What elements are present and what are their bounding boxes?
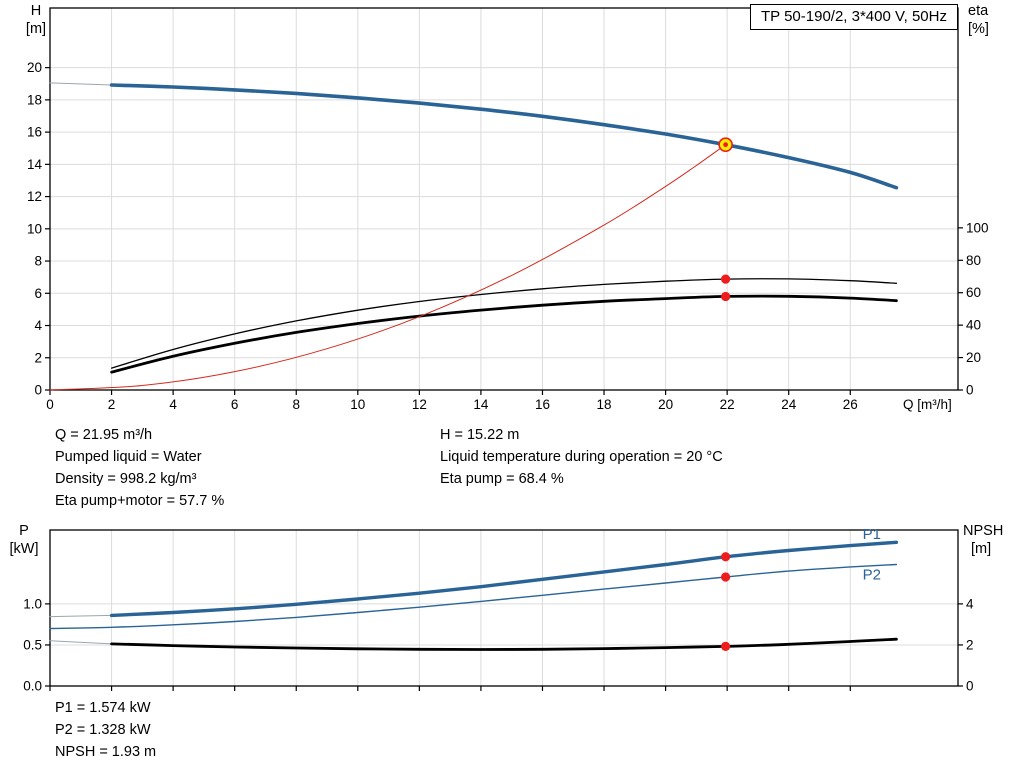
x-tick-label: 24 bbox=[781, 397, 797, 412]
y-left-tick-label: 0.0 bbox=[23, 679, 42, 694]
npsh-duty-dot bbox=[721, 641, 731, 651]
p1-lead-in bbox=[49, 614, 113, 618]
y-left-tick-label: 0 bbox=[34, 383, 42, 398]
x-tick-label: 26 bbox=[843, 397, 858, 412]
x-tick-label: 18 bbox=[597, 397, 612, 412]
info-p1: P1 = 1.574 kW bbox=[55, 700, 151, 716]
eta-pump-curve bbox=[110, 278, 898, 369]
x-tick-label: 4 bbox=[169, 397, 177, 412]
info-p2: P2 = 1.328 kW bbox=[55, 722, 151, 738]
x-axis-title: Q [m³/h] bbox=[903, 397, 952, 412]
y-right-tick-label: 4 bbox=[966, 596, 974, 611]
npsh-axis-unit: [m] bbox=[971, 541, 992, 557]
duty-info-right: H = 15.22 m Liquid temperature during op… bbox=[440, 424, 723, 490]
info-density: Density = 998.2 kg/m³ bbox=[55, 471, 197, 487]
p1-curve bbox=[109, 540, 899, 618]
y-left-tick-label: 10 bbox=[27, 221, 42, 236]
system-curve bbox=[49, 144, 727, 391]
y-left-tick-label: 12 bbox=[27, 189, 42, 204]
y-left-tick-label: 0.5 bbox=[23, 637, 42, 652]
p-axis-label: P [kW] bbox=[2, 522, 46, 558]
info-head: H = 15.22 m bbox=[440, 427, 520, 443]
y-right-tick-label: 40 bbox=[966, 318, 981, 333]
power-info: P1 = 1.574 kW P2 = 1.328 kW NPSH = 1.93 … bbox=[55, 697, 156, 763]
y-left-tick-label: 16 bbox=[27, 125, 42, 140]
pump-curve-lead-in bbox=[49, 82, 113, 86]
eta-pump-motor-curve bbox=[110, 294, 898, 374]
info-flow: Q = 21.95 m³/h bbox=[55, 427, 153, 443]
h-axis-unit: [m] bbox=[25, 21, 47, 37]
x-tick-label: 2 bbox=[108, 397, 116, 412]
y-right-tick-label: 20 bbox=[966, 350, 981, 365]
curve-label-p2: P2 bbox=[863, 566, 881, 583]
y-right-tick-label: 0 bbox=[966, 679, 974, 694]
y-right-tick-label: 60 bbox=[966, 285, 981, 300]
y-left-tick-label: 2 bbox=[34, 350, 42, 365]
x-tick-label: 0 bbox=[46, 397, 54, 412]
info-eta-pump: Eta pump = 68.4 % bbox=[440, 471, 564, 487]
x-tick-label: 16 bbox=[535, 397, 550, 412]
x-tick-label: 12 bbox=[412, 397, 427, 412]
npsh-axis-label: NPSH [m] bbox=[963, 522, 1003, 558]
head-capacity-chart: 0 2 4 6 8 10 12 14 16 18 20 22 24 26 Q [m³/h]024681012… bbox=[27, 7, 989, 412]
plot-border bbox=[49, 7, 959, 391]
p2-duty-dot bbox=[721, 572, 731, 582]
y-left-tick-label: 8 bbox=[34, 254, 42, 269]
duty-info-left: Q = 21.95 m³/h Pumped liquid = Water Den… bbox=[55, 424, 224, 512]
h-axis-label: H [m] bbox=[14, 2, 58, 38]
x-tick-label: 10 bbox=[350, 397, 365, 412]
p1-duty-dot bbox=[721, 552, 731, 562]
x-tick-label: 6 bbox=[231, 397, 239, 412]
p-axis-unit: [kW] bbox=[9, 541, 39, 557]
y-left-tick-label: 14 bbox=[27, 157, 43, 172]
npsh-curve bbox=[110, 637, 898, 651]
p-axis-name: P bbox=[19, 523, 29, 539]
eta-axis-label: eta [%] bbox=[968, 2, 989, 38]
y-right-tick-label: 0 bbox=[966, 383, 974, 398]
power-npsh-chart: 0.0 0.5 1.0 0 2 4 P1 P2 bbox=[23, 526, 974, 694]
eta-axis-name: eta bbox=[968, 3, 989, 19]
curve-label-p1: P1 bbox=[863, 526, 881, 543]
y-left-tick-label: 4 bbox=[34, 318, 42, 333]
x-tick-label: 8 bbox=[292, 397, 300, 412]
pump-curve-H bbox=[109, 83, 899, 190]
duty-point-marker-center bbox=[723, 142, 729, 148]
y-right-tick-label: 2 bbox=[966, 637, 974, 652]
x-tick-label: 20 bbox=[658, 397, 673, 412]
x-tick-label: 22 bbox=[720, 397, 735, 412]
info-temperature: Liquid temperature during operation = 20… bbox=[440, 449, 723, 465]
npsh-lead-in bbox=[49, 640, 113, 645]
y-right-tick-label: 100 bbox=[966, 220, 989, 235]
y-right-tick-label: 80 bbox=[966, 253, 981, 268]
eta-pump-duty-dot bbox=[721, 274, 731, 284]
info-eta-pump-motor: Eta pump+motor = 57.7 % bbox=[55, 493, 225, 509]
x-tick-label: 14 bbox=[473, 397, 489, 412]
y-left-tick-label: 18 bbox=[27, 92, 42, 107]
y-left-tick-label: 20 bbox=[27, 60, 42, 75]
h-axis-name: H bbox=[30, 3, 42, 19]
plot-border bbox=[49, 529, 959, 687]
y-left-tick-label: 6 bbox=[34, 286, 42, 301]
eta-motor-duty-dot bbox=[721, 291, 731, 302]
info-liquid: Pumped liquid = Water bbox=[55, 449, 202, 465]
npsh-axis-name: NPSH bbox=[963, 523, 1004, 539]
info-npsh: NPSH = 1.93 m bbox=[55, 744, 157, 760]
p2-curve bbox=[49, 563, 898, 630]
y-left-tick-label: 1.0 bbox=[23, 596, 42, 611]
eta-axis-unit: [%] bbox=[968, 21, 989, 37]
pump-type-label: TP 50-190/2, 3*400 V, 50Hz bbox=[750, 4, 958, 30]
